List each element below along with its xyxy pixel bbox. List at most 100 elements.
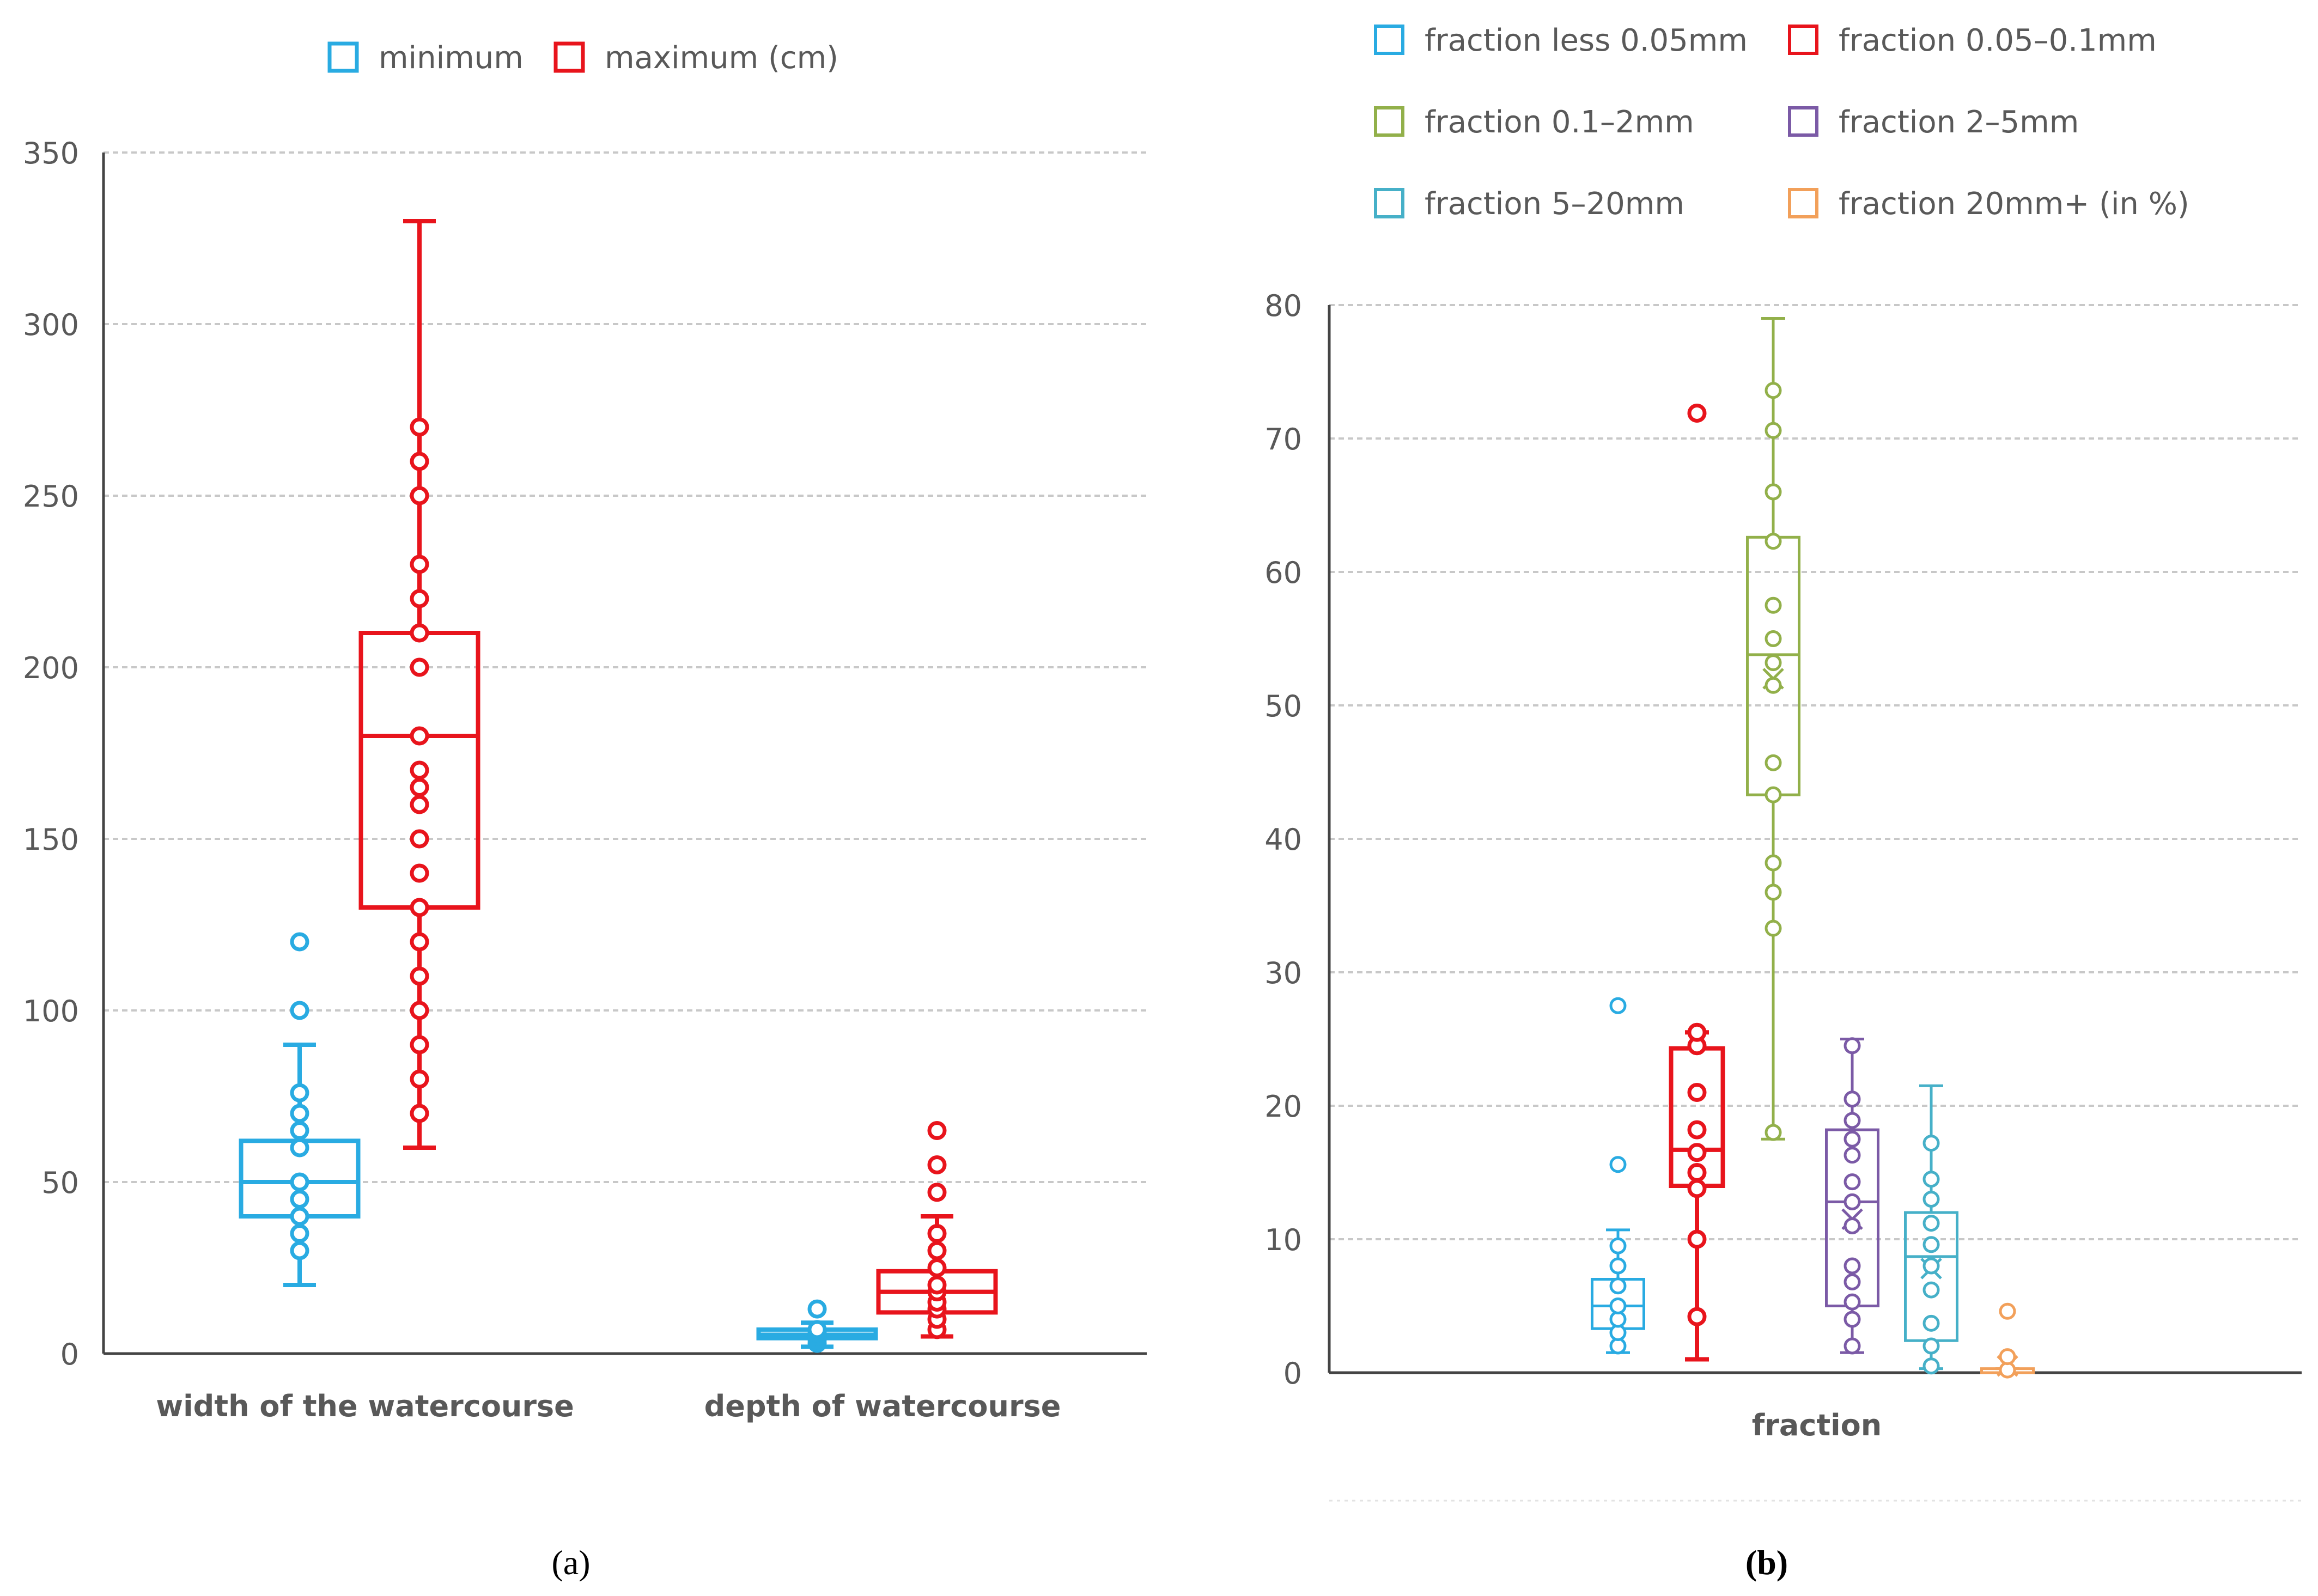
legend-swatch [1788, 25, 1818, 55]
data-point [927, 1258, 947, 1277]
data-point [410, 898, 429, 917]
data-point [1687, 1229, 1707, 1249]
data-point [1765, 533, 1782, 550]
data-point [1844, 1193, 1861, 1210]
data-point [927, 1241, 947, 1260]
data-point [410, 778, 429, 797]
data-point [1765, 596, 1782, 614]
data-point [410, 486, 429, 505]
data-point [1844, 1273, 1861, 1290]
y-tick-label: 150 [23, 823, 79, 857]
data-point [410, 932, 429, 952]
y-tick-label: 300 [23, 308, 79, 342]
data-point [1765, 786, 1782, 803]
data-point [1765, 677, 1782, 694]
data-point [1844, 1293, 1861, 1311]
data-point [1609, 1297, 1627, 1314]
legend-label: fraction 0.05–0.1mm [1839, 23, 2157, 58]
y-tick-label: 0 [60, 1337, 79, 1372]
data-point [1687, 1307, 1707, 1326]
legend-label: fraction 0.1–2mm [1425, 105, 1694, 140]
legend-label: fraction 2–5mm [1839, 105, 2079, 140]
data-point [290, 1083, 309, 1102]
data-point [927, 1155, 947, 1174]
data-point [1844, 1112, 1861, 1129]
data-point [1765, 382, 1782, 399]
data-point [1844, 1147, 1861, 1164]
y-tick-label: 60 [1264, 556, 1302, 590]
data-point [1687, 1083, 1707, 1102]
chart-b: 0 10 20 30 40 50 60 70 80 fraction fraction less 0… [1264, 23, 2302, 1502]
data-point [1844, 1337, 1861, 1355]
data-point [1765, 630, 1782, 647]
legend-swatch [327, 41, 359, 73]
y-tick-label: 200 [23, 651, 79, 685]
data-point [410, 623, 429, 643]
data-point [290, 1001, 309, 1020]
data-point [290, 1224, 309, 1243]
data-point [1609, 1156, 1627, 1173]
data-point [1922, 1135, 1940, 1152]
y-tick-label: 350 [23, 136, 79, 170]
data-point [1844, 1130, 1861, 1148]
data-point [1687, 1163, 1707, 1182]
data-point [290, 1138, 309, 1158]
data-point [1922, 1337, 1940, 1355]
data-point [1687, 403, 1707, 423]
data-point [927, 1183, 947, 1202]
data-point [410, 966, 429, 986]
data-point [1687, 1179, 1707, 1198]
y-tick-label: 250 [23, 479, 79, 514]
y-tick-label: 40 [1264, 823, 1302, 857]
data-point [290, 1104, 309, 1123]
data-point [927, 1121, 947, 1140]
data-point [1765, 1124, 1782, 1141]
legend-swatch [553, 41, 585, 73]
data-point [1922, 1191, 1940, 1208]
data-point [290, 1190, 309, 1209]
y-tick-label: 30 [1264, 956, 1302, 990]
legend-label: fraction less 0.05mm [1425, 23, 1748, 58]
data-point [410, 863, 429, 883]
legend-label: minimum [379, 40, 524, 76]
data-point [1844, 1311, 1861, 1328]
legend-swatch [1374, 25, 1404, 55]
data-point [1844, 1257, 1861, 1275]
data-point [1687, 1022, 1707, 1042]
data-point [1765, 422, 1782, 439]
legend-label: fraction 20mm+ (in %) [1839, 186, 2189, 222]
data-point [410, 795, 429, 814]
data-point [410, 417, 429, 437]
data-point [410, 1035, 429, 1055]
data-point [290, 1121, 309, 1140]
y-tick-label: 10 [1264, 1223, 1302, 1257]
data-point [1922, 1236, 1940, 1253]
legend-swatch [1374, 106, 1404, 137]
data-point [807, 1320, 827, 1339]
data-point [1922, 1171, 1940, 1188]
data-point [290, 1241, 309, 1260]
data-point [927, 1224, 947, 1243]
data-point [1922, 1281, 1940, 1299]
legend-swatch [1788, 188, 1818, 218]
legend-label: fraction 5–20mm [1425, 186, 1684, 222]
data-point [1765, 754, 1782, 771]
data-point [410, 829, 429, 849]
data-point [410, 657, 429, 677]
data-point [1922, 1257, 1940, 1275]
legend-swatch [1374, 188, 1404, 218]
y-tick-label: 50 [1264, 689, 1302, 723]
data-point [807, 1299, 827, 1319]
data-point [1765, 854, 1782, 872]
data-point [410, 555, 429, 574]
data-point [1844, 1037, 1861, 1055]
chart-a: 0 50 100 150 200 250 300 350 width of the waterc… [23, 40, 1147, 1423]
data-point [1765, 654, 1782, 672]
y-tick-label: 20 [1264, 1089, 1302, 1124]
data-point [410, 1069, 429, 1089]
data-point [410, 760, 429, 780]
data-point [1609, 1277, 1627, 1295]
data-point [1922, 1215, 1940, 1232]
data-point [290, 1207, 309, 1226]
